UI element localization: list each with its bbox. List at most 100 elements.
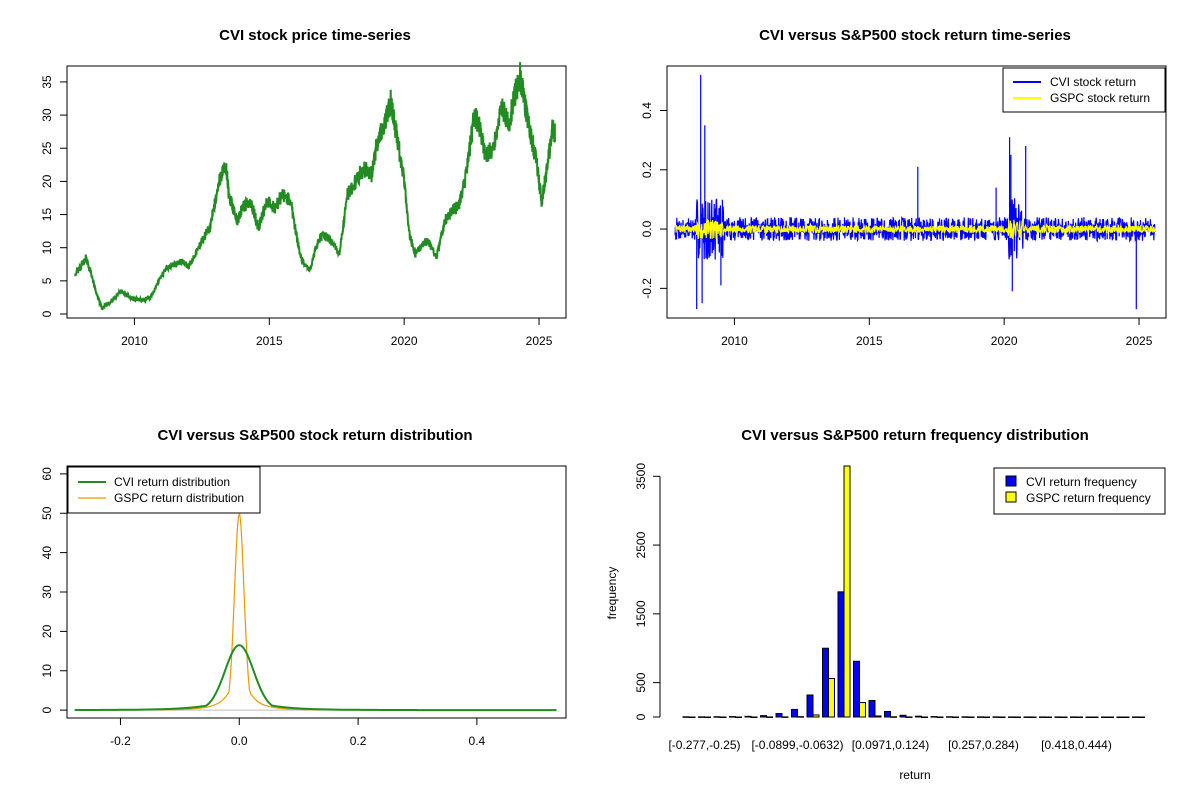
cvi-freq-bar: [915, 715, 922, 718]
y-tick-label: 0.4: [640, 102, 654, 119]
gspc-freq-bar: [1060, 716, 1068, 718]
gspc-freq-bar: [967, 716, 975, 718]
legend: CVI return distribution GSPC return dist…: [67, 466, 261, 514]
cvi-freq-bar: [791, 708, 798, 718]
legend-label-cvi: CVI stock return: [1050, 75, 1136, 89]
cvi-freq-bar: [899, 714, 907, 718]
gspc-freq-bar: [998, 716, 1006, 718]
cvi-freq-bar: [853, 660, 860, 718]
gspc-freq-bar: [890, 716, 897, 718]
gspc-freq-bar: [1138, 716, 1145, 718]
gspc-freq-bar: [1122, 716, 1130, 718]
cvi-freq-bar: [806, 694, 814, 718]
cvi-freq-bar: [930, 716, 938, 718]
y-tick-label: 10: [40, 664, 54, 678]
gspc-freq-bar: [812, 714, 820, 718]
return-frequency-panel: CVI versus S&P500 return frequency distr…: [605, 427, 1166, 782]
legend-swatch-gspc: [1005, 491, 1017, 503]
gspc-freq-bar: [874, 715, 882, 718]
chart-title: CVI versus S&P500 stock return distribut…: [157, 427, 472, 444]
cvi-freq-bar: [713, 716, 721, 718]
x-tick-label: 2015: [856, 334, 883, 348]
gspc-freq-bar: [921, 716, 928, 718]
gspc-freq-bar: [1107, 716, 1114, 718]
cvi-freq-bar: [946, 716, 953, 718]
y-tick-label: 25: [40, 141, 54, 155]
x-tick-label: 2025: [1126, 334, 1153, 348]
gspc-freq-bar: [1029, 716, 1037, 718]
gspc-freq-bar: [828, 677, 835, 718]
cvi-freq-bar: [1039, 716, 1046, 718]
y-tick-label: 20: [40, 174, 54, 188]
cvi-freq-bar: [744, 715, 752, 718]
cvi-freq-bar: [1070, 716, 1077, 718]
cvi-freq-bar: [698, 716, 705, 718]
x-tick-label: 2010: [121, 334, 148, 348]
cvi-freq-bar: [775, 713, 783, 718]
gspc-freq-bar: [735, 716, 742, 718]
cvi-price-line: [74, 62, 556, 311]
gspc-freq-bar: [719, 716, 727, 718]
y-tick-label: 0: [634, 713, 648, 720]
plot-frame: [66, 65, 567, 319]
x-tick-label: 0.2: [350, 734, 367, 748]
gspc-freq-bar: [936, 716, 944, 718]
y-tick-label: 50: [40, 506, 54, 520]
x-tick-label: 0.4: [469, 734, 486, 748]
legend-label-gspc: GSPC return frequency: [1026, 491, 1151, 505]
cvi-freq-bar: [1132, 716, 1139, 718]
gspc-freq-bar: [1076, 716, 1083, 718]
cvi-freq-bar: [961, 716, 969, 718]
cvi-freq-bar: [977, 716, 984, 718]
x-tick-label: 0.0: [231, 734, 248, 748]
cvi-freq-bar: [1101, 716, 1108, 718]
return-density-panel: CVI versus S&P500 stock return distribut…: [40, 427, 567, 748]
gspc-freq-bar: [750, 716, 758, 718]
y-tick-label: 5: [40, 277, 54, 284]
x-tick-label: 2010: [721, 334, 748, 348]
cvi-freq-bar: [682, 716, 690, 718]
x-tick-label: 2015: [256, 334, 283, 348]
cvi-freq-bar: [1085, 716, 1093, 718]
y-tick-label: 60: [40, 467, 54, 481]
legend-label-gspc: GSPC return distribution: [114, 491, 244, 505]
plot-frame: [666, 65, 1167, 319]
gspc-freq-bar: [688, 716, 696, 718]
y-tick-label: 15: [40, 208, 54, 222]
y-tick-label: 10: [40, 241, 54, 255]
cvi-freq-bar: [837, 591, 845, 718]
chart-title: CVI versus S&P500 return frequency distr…: [741, 427, 1089, 444]
return-timeseries-panel: CVI versus S&P500 stock return time-seri…: [640, 27, 1167, 348]
legend-label-cvi: CVI return frequency: [1026, 475, 1137, 489]
x-axis-label: return: [899, 768, 930, 782]
gspc-density-line: [74, 512, 557, 711]
y-tick-label: -0.2: [640, 278, 654, 299]
price-timeseries-panel: CVI stock price time-series 2010 2015 2020…: [40, 27, 567, 348]
cvi-density-line: [74, 644, 557, 712]
y-tick-label: 30: [40, 585, 54, 599]
y-tick-label: 0: [40, 706, 54, 713]
gspc-freq-bar: [843, 465, 851, 718]
y-tick-label: 0.2: [640, 161, 654, 178]
y-tick-label: 20: [40, 624, 54, 638]
gspc-freq-bar: [797, 716, 804, 718]
legend-swatch-cvi: [1005, 475, 1017, 487]
y-tick-label: 35: [40, 75, 54, 89]
gspc-freq-bar: [859, 702, 866, 718]
gspc-freq-bar: [1014, 716, 1021, 718]
y-tick-label: 40: [40, 546, 54, 560]
x-tick-label: -0.2: [110, 734, 131, 748]
legend: CVI stock return GSPC stock return: [1002, 67, 1166, 113]
legend-label-cvi: CVI return distribution: [114, 475, 230, 489]
gspc-freq-bar: [704, 716, 711, 718]
x-tick-label: [0.418,0.444): [1041, 738, 1112, 752]
cvi-freq-bar: [992, 716, 1000, 718]
y-tick-label: 500: [634, 672, 648, 692]
x-tick-label: [0.0971,0.124): [852, 738, 929, 752]
gspc-freq-bar: [952, 716, 959, 718]
x-tick-label: [-0.0899,-0.0632): [751, 738, 843, 752]
gspc-freq-bar: [766, 716, 773, 718]
gspc-freq-bar: [781, 716, 789, 718]
cvi-freq-bar: [884, 710, 891, 718]
